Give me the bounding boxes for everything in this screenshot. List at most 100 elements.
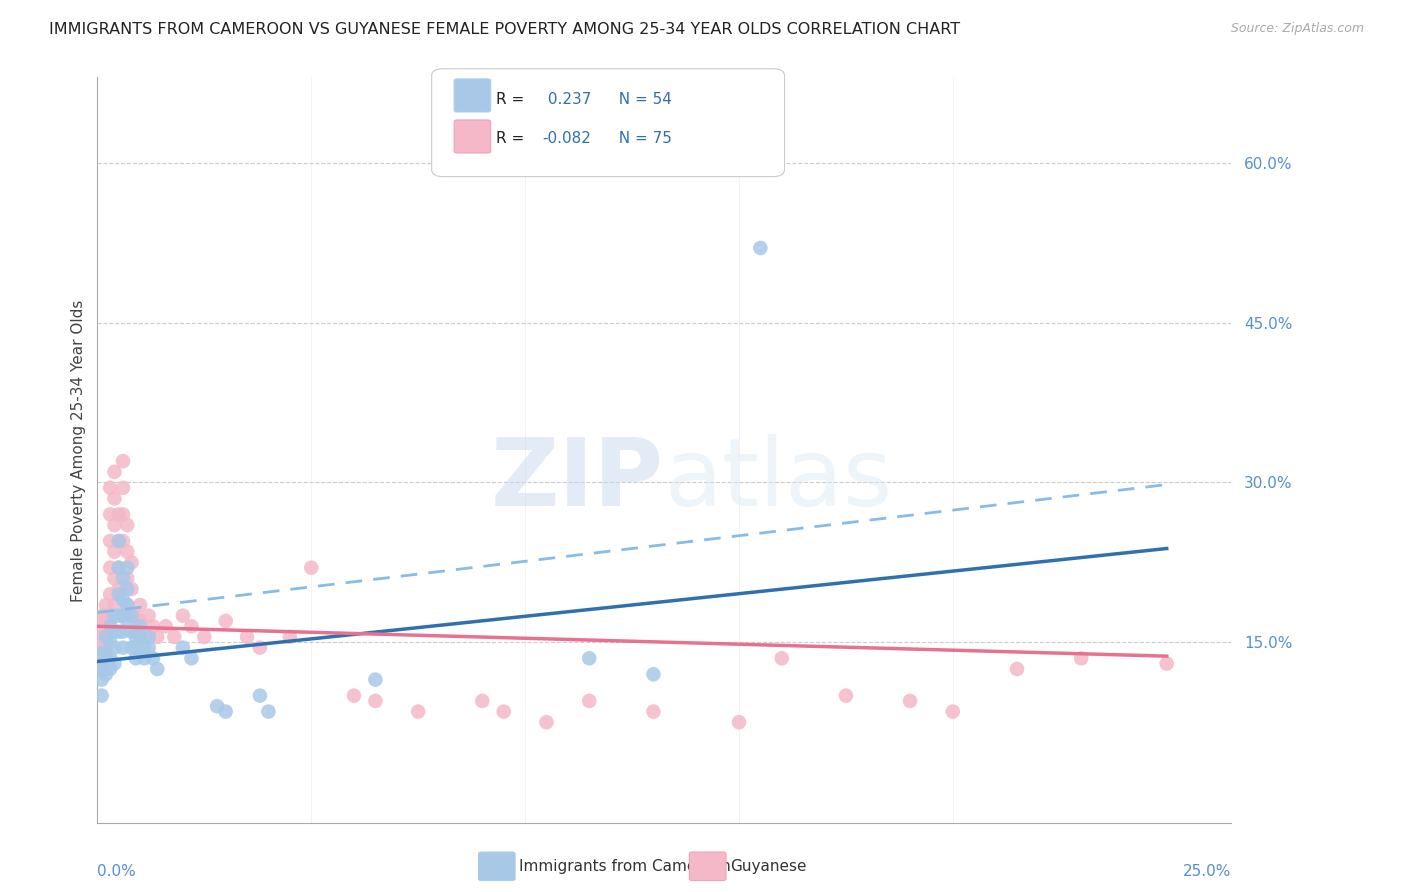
Point (94, 608, 117, 623)
Point (103, 518, 125, 533)
Point (193, 630, 215, 644)
Point (90, 619, 112, 633)
Point (111, 571, 134, 585)
Point (117, 582, 139, 596)
Point (117, 571, 139, 585)
Point (103, 657, 125, 671)
Point (111, 481, 134, 495)
Point (98, 635, 121, 649)
Point (103, 491, 125, 506)
Point (121, 624, 143, 639)
Point (111, 454, 134, 468)
Point (343, 689, 366, 703)
Point (257, 705, 280, 719)
Text: R =: R = (496, 92, 530, 107)
Point (125, 624, 148, 639)
Point (1005, 662, 1028, 676)
Point (107, 534, 129, 549)
Point (98, 662, 121, 676)
Text: 25.0%: 25.0% (1182, 863, 1230, 879)
Point (134, 651, 156, 665)
Point (643, 667, 665, 681)
Point (98, 560, 121, 574)
Point (111, 508, 134, 522)
Point (117, 545, 139, 559)
Point (117, 598, 139, 612)
Point (94, 640, 117, 655)
Point (215, 614, 238, 628)
Point (1156, 657, 1178, 671)
Text: 0.0%: 0.0% (97, 863, 136, 879)
Point (111, 592, 134, 607)
Point (236, 630, 259, 644)
Text: ZIP: ZIP (491, 434, 664, 526)
Point (107, 587, 129, 601)
Point (98, 481, 121, 495)
Point (205, 699, 228, 714)
Point (180, 619, 202, 633)
Point (121, 608, 143, 623)
Point (364, 673, 387, 687)
Text: N = 54: N = 54 (609, 92, 672, 107)
Point (121, 640, 143, 655)
Point (142, 619, 165, 633)
Point (107, 608, 129, 623)
Point (103, 598, 125, 612)
Point (117, 560, 139, 574)
Point (107, 508, 129, 522)
Point (98, 614, 121, 628)
Point (249, 689, 271, 703)
Point (835, 689, 858, 703)
Point (180, 651, 202, 665)
Point (129, 619, 152, 633)
Text: IMMIGRANTS FROM CAMEROON VS GUYANESE FEMALE POVERTY AMONG 25-34 YEAR OLDS CORREL: IMMIGRANTS FROM CAMEROON VS GUYANESE FEM… (49, 22, 960, 37)
Point (98, 619, 121, 633)
Point (103, 624, 125, 639)
Point (94, 630, 117, 644)
Point (90, 673, 112, 687)
Text: Guyanese: Guyanese (730, 859, 807, 874)
Point (117, 614, 139, 628)
Point (111, 624, 134, 639)
Text: R =: R = (496, 131, 530, 146)
Point (103, 465, 125, 479)
Point (117, 518, 139, 533)
Point (138, 640, 160, 655)
Text: 0.237: 0.237 (543, 92, 591, 107)
Point (90, 646, 112, 660)
Point (129, 630, 152, 644)
Point (471, 694, 494, 708)
Point (125, 640, 148, 655)
Point (94, 646, 117, 660)
Point (98, 508, 121, 522)
Point (90, 630, 112, 644)
Point (90, 651, 112, 665)
Point (90, 662, 112, 676)
Point (94, 667, 117, 681)
Point (492, 705, 515, 719)
Point (146, 662, 169, 676)
Point (406, 705, 429, 719)
Point (172, 640, 194, 655)
Point (107, 560, 129, 574)
Point (121, 555, 143, 569)
Point (134, 640, 156, 655)
Point (146, 630, 169, 644)
Point (578, 694, 600, 708)
Point (643, 705, 665, 719)
Point (364, 694, 387, 708)
Point (121, 608, 143, 623)
Point (1070, 651, 1092, 665)
Text: -0.082: -0.082 (543, 131, 592, 146)
Point (249, 640, 271, 655)
Point (134, 630, 156, 644)
Point (770, 651, 793, 665)
Point (98, 651, 121, 665)
Point (90, 608, 112, 623)
Point (107, 560, 129, 574)
Point (125, 608, 148, 623)
Point (898, 694, 921, 708)
Point (172, 608, 194, 623)
Point (578, 651, 600, 665)
Point (111, 640, 134, 655)
